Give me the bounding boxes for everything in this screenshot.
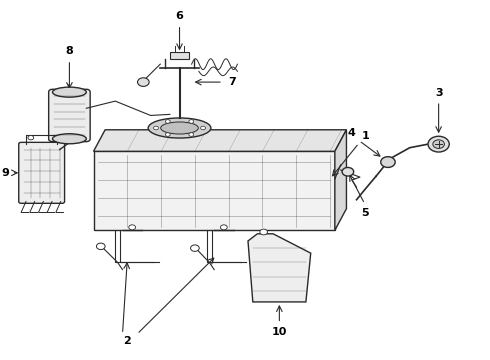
Polygon shape [94,130,346,151]
Ellipse shape [52,87,86,97]
Circle shape [342,167,354,176]
Text: 3: 3 [435,87,442,98]
Polygon shape [248,234,311,302]
Circle shape [433,140,444,148]
Circle shape [153,126,158,130]
Text: 10: 10 [271,327,287,337]
Circle shape [129,225,136,230]
FancyBboxPatch shape [49,89,90,141]
Circle shape [260,229,268,235]
Polygon shape [335,130,346,230]
Circle shape [189,133,194,136]
Circle shape [428,136,449,152]
Text: 5: 5 [361,208,368,217]
Circle shape [381,157,395,167]
Circle shape [165,133,170,136]
Text: 7: 7 [228,77,236,87]
Text: 9: 9 [1,168,9,178]
Circle shape [200,126,205,130]
Ellipse shape [52,134,86,144]
Ellipse shape [148,118,211,138]
Circle shape [138,78,149,86]
Polygon shape [94,151,335,230]
Text: 4: 4 [348,128,356,138]
Circle shape [189,120,194,123]
Circle shape [165,120,170,123]
FancyBboxPatch shape [19,142,65,203]
Text: 8: 8 [66,46,74,56]
Text: 6: 6 [175,11,183,21]
Circle shape [28,135,34,140]
Text: 1: 1 [362,131,369,141]
Bar [170,51,189,59]
Circle shape [97,243,105,249]
Circle shape [220,225,227,230]
Text: 2: 2 [123,336,131,346]
Ellipse shape [161,122,198,134]
Circle shape [191,245,199,251]
